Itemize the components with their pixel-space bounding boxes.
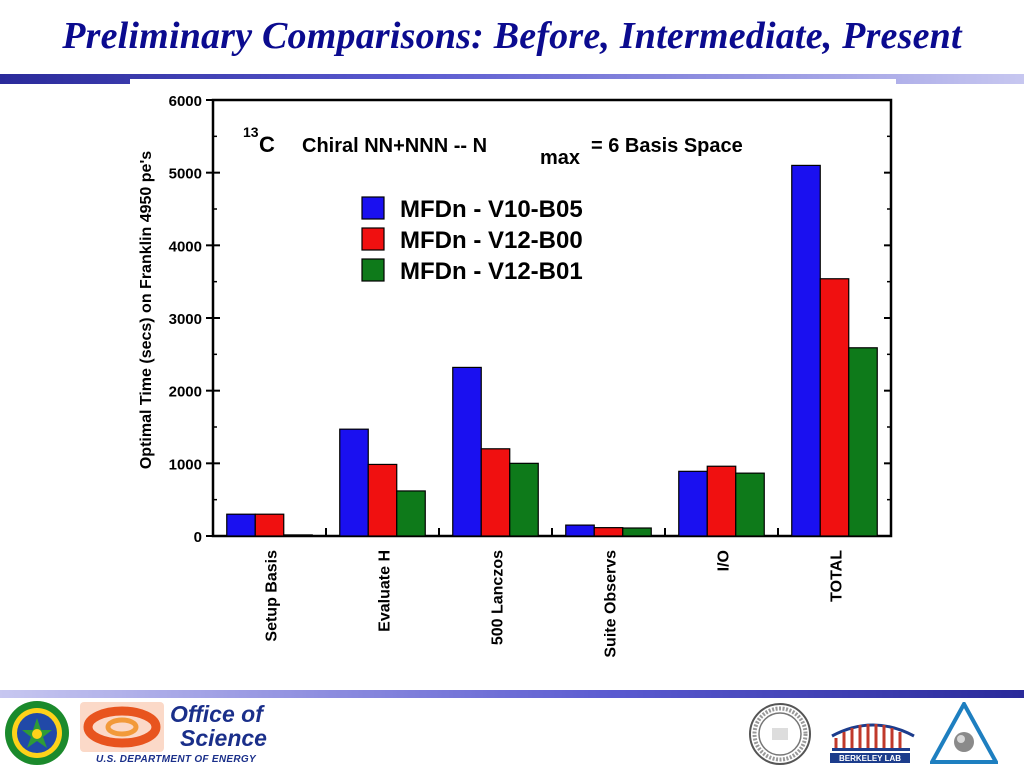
ames-lab-logo [930, 702, 998, 764]
y-tick-label: 0 [194, 529, 202, 546]
legend-label: MFDn - V12-B00 [400, 227, 583, 254]
x-tick-label: I/O [716, 550, 733, 571]
y-tick-label: 1000 [169, 456, 202, 473]
x-tick-label: Setup Basis [264, 550, 281, 642]
office-of-science-wordmark: Office of Science [170, 702, 267, 750]
y-tick-label: 5000 [169, 166, 202, 183]
y-tick-label: 4000 [169, 238, 202, 255]
bar-mfdn-v12-b00-500-lanczos [480, 448, 511, 537]
bar-mfdn-v12-b01-500-lanczos [509, 462, 539, 537]
legend-swatch [361, 227, 385, 251]
doe-seal-logo [5, 701, 69, 765]
bar-mfdn-v12-b01-setup-basis [283, 534, 313, 537]
bar-mfdn-v12-b01-i-o [735, 472, 765, 537]
chart-title: 13 C Chiral NN+NNN -- N max = 6 Basis Sp… [243, 124, 743, 169]
office-line-2: Science [180, 725, 267, 751]
legend-label: MFDn - V12-B01 [400, 258, 583, 285]
chart-title-element: C [259, 132, 275, 157]
bar-mfdn-v10-b05-suite-observs [565, 524, 595, 537]
bar-mfdn-v10-b05-evaluate-h [339, 428, 369, 537]
bar-mfdn-v12-b00-evaluate-h [367, 463, 398, 537]
legend-swatch [361, 196, 385, 220]
bar-mfdn-v12-b00-total [819, 278, 850, 537]
x-tick-label: 500 Lanczos [490, 550, 507, 645]
chart-top-whitespace [130, 79, 896, 85]
slide-title: Preliminary Comparisons: Before, Interme… [62, 15, 962, 57]
y-axis-label: Optimal Time (secs) on Franklin 4950 pe'… [138, 151, 155, 469]
bar-mfdn-v12-b00-i-o [706, 465, 737, 537]
x-tick-label: TOTAL [829, 550, 846, 602]
chart-title-tail: = 6 Basis Space [591, 135, 743, 157]
department-name: U.S. DEPARTMENT OF ENERGY [96, 754, 256, 765]
chart-title-mass: 13 [243, 124, 259, 140]
legend-label: MFDn - V10-B05 [400, 196, 583, 223]
x-tick-label: Suite Observs [603, 550, 620, 658]
bar-mfdn-v10-b05-i-o [678, 470, 708, 537]
bar-mfdn-v12-b00-suite-observs [593, 527, 624, 537]
office-of-science-logo [80, 702, 164, 752]
chart-ticks: 0 1000 2000 3000 4000 5000 6000 Setup Basis Eval… [169, 93, 891, 658]
bar-mfdn-v12-b01-evaluate-h [396, 490, 426, 537]
svg-text:BERKELEY LAB: BERKELEY LAB [839, 754, 901, 763]
bar-mfdn-v10-b05-500-lanczos [452, 366, 482, 537]
bar-mfdn-v12-b01-total [848, 347, 878, 537]
bar-mfdn-v12-b01-suite-observs [622, 527, 652, 537]
x-tick-label: Evaluate H [377, 550, 394, 632]
y-tick-label: 2000 [169, 384, 202, 401]
bar-mfdn-v10-b05-total [791, 164, 821, 537]
footer-divider [0, 690, 1024, 698]
y-tick-label: 3000 [169, 311, 202, 328]
chart-bars [226, 164, 878, 537]
office-line-1: Office of [170, 701, 263, 727]
chart-legend: MFDn - V10-B05 MFDn - V12-B00 MFDn - V12-B… [361, 196, 583, 285]
iowa-state-seal-logo [749, 703, 811, 765]
chart-title-subscript: max [540, 147, 580, 169]
bar-mfdn-v12-b00-setup-basis [254, 513, 285, 537]
bar-chart: 0 1000 2000 3000 4000 5000 6000 Setup Basis Eval… [138, 93, 893, 658]
bar-mfdn-v10-b05-setup-basis [226, 513, 256, 537]
berkeley-lab-logo: BERKELEY LAB [830, 723, 915, 763]
chart-title-text: Chiral NN+NNN -- N [302, 135, 487, 157]
legend-swatch [361, 258, 385, 282]
y-tick-label: 6000 [169, 93, 202, 110]
